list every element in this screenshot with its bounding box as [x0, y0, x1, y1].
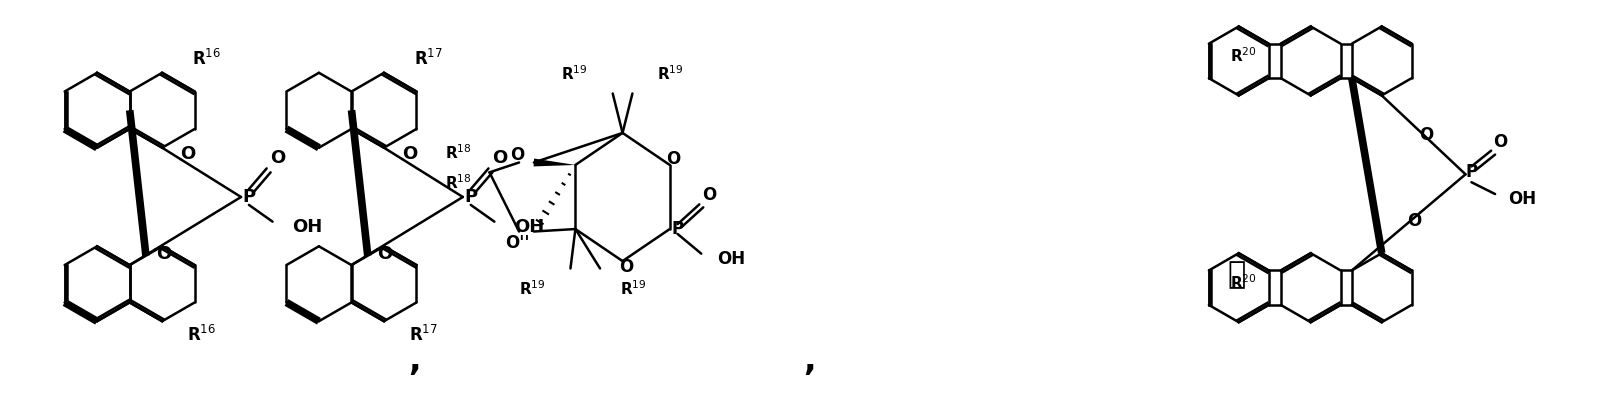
Text: O'': O'' — [505, 234, 529, 252]
Text: O: O — [403, 145, 417, 163]
Text: R$^{16}$: R$^{16}$ — [192, 49, 221, 69]
Text: O: O — [510, 146, 525, 164]
Text: O: O — [619, 258, 634, 276]
Text: OH: OH — [292, 217, 322, 236]
Text: R$^{17}$: R$^{17}$ — [414, 49, 443, 69]
Text: P: P — [464, 188, 478, 206]
Text: R$^{18}$: R$^{18}$ — [444, 143, 472, 162]
Text: R$^{18}$: R$^{18}$ — [444, 173, 472, 191]
Text: R$^{20}$: R$^{20}$ — [1230, 273, 1256, 292]
Text: R$^{16}$: R$^{16}$ — [186, 325, 217, 345]
Polygon shape — [534, 158, 576, 166]
Text: R$^{19}$: R$^{19}$ — [520, 279, 545, 297]
Text: OH: OH — [1508, 190, 1537, 208]
Text: O: O — [667, 150, 680, 168]
Text: R$^{19}$: R$^{19}$ — [619, 279, 646, 297]
Text: P: P — [672, 220, 683, 238]
Text: R$^{19}$: R$^{19}$ — [561, 64, 589, 83]
Text: R$^{17}$: R$^{17}$ — [409, 325, 438, 345]
Text: P: P — [1466, 164, 1477, 181]
Text: O: O — [1493, 133, 1508, 151]
Text: ,: , — [409, 344, 420, 377]
Text: ,: , — [804, 344, 816, 377]
Text: O: O — [492, 149, 507, 167]
Text: O: O — [1407, 212, 1421, 230]
Text: R$^{20}$: R$^{20}$ — [1230, 46, 1256, 65]
Text: OH: OH — [717, 250, 746, 268]
Text: R$^{19}$: R$^{19}$ — [658, 64, 683, 83]
Text: O: O — [269, 149, 286, 167]
Text: O: O — [703, 186, 717, 204]
Text: O: O — [377, 245, 393, 263]
Text: P: P — [242, 188, 255, 206]
Text: OH: OH — [515, 217, 544, 236]
Text: O: O — [1420, 126, 1434, 144]
Text: O: O — [156, 245, 172, 263]
Text: 或: 或 — [1227, 260, 1246, 289]
Text: O: O — [181, 145, 196, 163]
